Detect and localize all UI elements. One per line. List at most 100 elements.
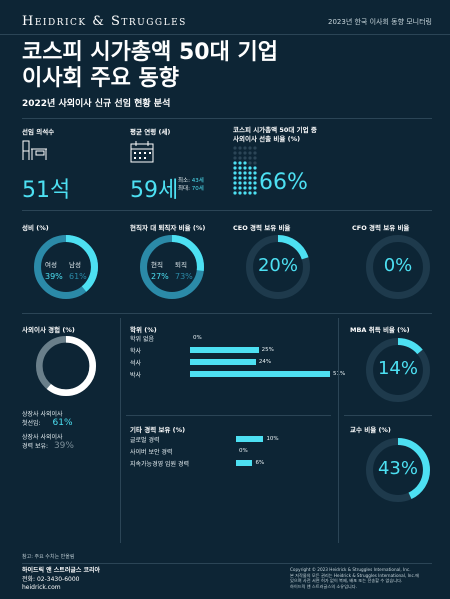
company-dot (248, 186, 252, 190)
company-dot (243, 176, 247, 180)
company-dot (253, 151, 257, 155)
donut-value-arc (246, 235, 310, 299)
company-dot (248, 171, 252, 175)
bar-label: 사이버 보안 경력 (130, 449, 173, 456)
footnote: 참고: 주요 수치는 반올림 (22, 554, 75, 560)
donut-value-arc (366, 438, 430, 502)
company-dot (253, 146, 257, 150)
mba-value: 14% (377, 358, 418, 379)
bar-label: 박사 (130, 372, 142, 379)
section-divider (22, 118, 432, 119)
company-dot (243, 181, 247, 185)
company-dot (238, 151, 242, 155)
cfo-value: 0% (383, 255, 413, 276)
company-dot (233, 176, 237, 180)
bar (236, 436, 264, 442)
bar-label: 학사 (130, 348, 142, 355)
company-logo: Heidrick & Struggles (22, 14, 187, 29)
company-dot (243, 151, 247, 155)
board-first-time: 상장사 사외이사 첫선임: 61% (22, 411, 73, 428)
mba-label: MBA 취득 비율 (%) (350, 326, 410, 334)
cfo-donut (366, 235, 430, 299)
board-exp-label: 사외이사 경험 (%) (22, 326, 75, 334)
company-dot (238, 171, 242, 175)
column-divider (120, 318, 121, 543)
company-dot (248, 181, 252, 185)
ceo-donut (246, 235, 310, 299)
company-dot (233, 156, 237, 160)
bar-value: 10% (266, 436, 279, 442)
other-label: 기타 경력 보유 (%) (130, 426, 186, 434)
donut-value-arc (35, 335, 97, 397)
company-dot (248, 176, 252, 180)
bar-value: 6% (255, 460, 265, 466)
row-divider-2 (22, 313, 432, 314)
header-divider (0, 34, 450, 35)
bar-value: 24% (258, 359, 272, 365)
report-label: 2023년 한국 이사회 동향 모니터링 (328, 18, 432, 26)
column-divider-2 (338, 318, 339, 543)
footer-copyright: Copyright © 2023 Heidrick & Struggles In… (290, 567, 419, 589)
company-dot (233, 186, 237, 190)
company-dot (238, 176, 242, 180)
company-dot (243, 166, 247, 170)
company-dot (233, 181, 237, 185)
company-dot (243, 161, 247, 165)
page-subtitle: 2022년 사외이사 신규 선임 현황 분석 (22, 99, 171, 109)
companies-dot-grid (233, 146, 257, 195)
mba-donut (366, 338, 430, 402)
seats-value: 51석 (22, 178, 71, 203)
company-dot (253, 166, 257, 170)
website-link[interactable]: heidrick.com (22, 584, 61, 591)
company-dot (243, 186, 247, 190)
ceo-value: 20% (257, 255, 298, 276)
bar (190, 371, 330, 377)
company-dot (233, 191, 237, 195)
donut-track (366, 235, 430, 299)
executive-donut (140, 235, 204, 299)
degree-label: 학위 (%) (130, 326, 157, 334)
company-dot (253, 156, 257, 160)
company-dot (233, 146, 237, 150)
degree-divider (126, 415, 331, 416)
ceo-label: CEO 경력 보유 비율 (233, 224, 291, 232)
bar-value: 25% (261, 347, 274, 353)
executive-label: 현직자 대 퇴직자 비율 (%) (130, 224, 206, 232)
footer-contact: 하이드릭 앤 스트러글스 코리아 전화: 02-3430-6000 heidri… (22, 567, 101, 591)
board-prior: 상장사 사외이사 경력 보유: 39% (22, 434, 74, 451)
company-dot (248, 146, 252, 150)
executive-retired: 퇴직 73% (175, 261, 193, 281)
donut-value-arc (366, 338, 430, 402)
company-dot (233, 151, 237, 155)
footer-divider (22, 563, 432, 564)
company-dot (238, 186, 242, 190)
company-dot (248, 161, 252, 165)
gender-male: 남성 61% (69, 261, 87, 281)
age-max: 최대: 70세 (178, 186, 204, 192)
donut-value-arc (140, 235, 204, 299)
company-dot (243, 156, 247, 160)
company-dot (238, 146, 242, 150)
company-dot (233, 166, 237, 170)
company-dot (253, 181, 257, 185)
gender-female: 여성 39% (45, 261, 63, 281)
company-dot (248, 151, 252, 155)
professor-value: 43% (377, 458, 418, 479)
bar (190, 347, 259, 353)
bar-value: 51% (333, 371, 346, 377)
company-dot (248, 191, 252, 195)
bar-label: 학위 없음 (130, 336, 154, 343)
company-dot (238, 191, 242, 195)
gender-label: 성비 (%) (22, 224, 49, 232)
row-divider-1 (22, 210, 432, 211)
company-dot (248, 156, 252, 160)
page-title: 코스피 시가총액 50대 기업 이사회 주요 동향 (22, 40, 278, 91)
company-dot (248, 166, 252, 170)
age-label: 평균 연령 (세) (130, 128, 171, 136)
calendar-icon (130, 141, 154, 163)
bar-label: 지속가능경영 임원 경력 (130, 461, 190, 468)
bar (190, 359, 256, 365)
company-dot (238, 161, 242, 165)
gender-donut (34, 235, 98, 299)
seats-label: 선임 의석수 (22, 128, 55, 136)
